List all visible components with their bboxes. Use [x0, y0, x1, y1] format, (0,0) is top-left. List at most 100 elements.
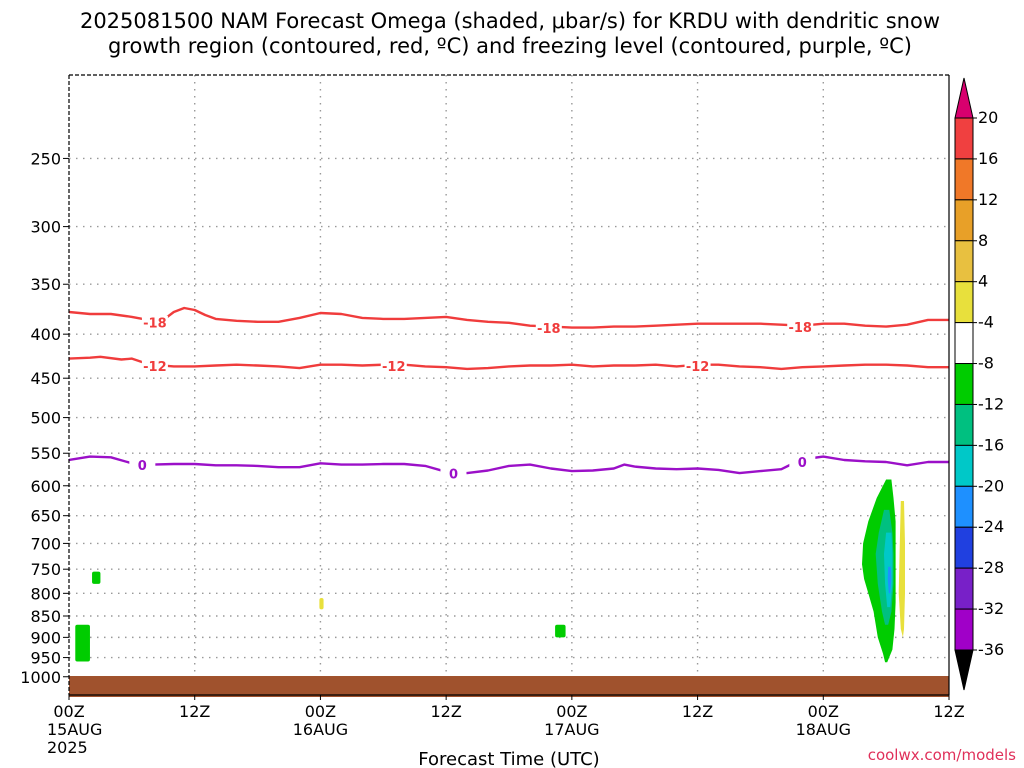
x-axis-label: Forecast Time (UTC) — [418, 749, 599, 768]
contour-neg18: -18 -18 -18 — [69, 306, 949, 337]
y-tick-label: 800 — [30, 584, 61, 603]
contour-label-bg — [380, 359, 407, 375]
chart-title-line1: 2025081500 NAM Forecast Omega (shaded, μ… — [80, 9, 940, 33]
x-tick-date: 17AUG — [544, 720, 599, 739]
colorbar-segment — [954, 281, 974, 324]
contour-label: -12 — [143, 360, 167, 375]
y-tick-label: 850 — [30, 607, 61, 626]
colorbar: 20 16 12 8 4 -4 -8 -12 -16 -20 -24 -28 -32 -36 — [954, 77, 1004, 691]
y-tick-label: 450 — [30, 369, 61, 388]
contour-label: 0 — [798, 456, 807, 471]
colorbar-segment — [954, 485, 974, 528]
omega-region — [92, 571, 101, 584]
colorbar-segment — [954, 526, 974, 569]
contour-label: -18 — [788, 321, 812, 336]
contour-label-bg — [684, 359, 711, 375]
grid — [69, 75, 949, 695]
colorbar-segment — [954, 117, 974, 160]
contour-line — [69, 355, 949, 371]
contour-label: -12 — [686, 360, 710, 375]
plot-area: -18 -18 -18 -12 -12 -12 0 0 0 — [68, 74, 950, 697]
colorbar-segment — [954, 567, 974, 610]
colorbar-label: 8 — [978, 231, 988, 250]
x-tick-date: 16AUG — [293, 720, 348, 739]
colorbar-label: -16 — [978, 435, 1004, 454]
contour-label-bg — [141, 315, 168, 331]
credit-text: coolwx.com/models — [868, 746, 1016, 764]
colorbar-label: 16 — [978, 149, 998, 168]
colorbar-label: -24 — [978, 517, 1004, 536]
colorbar-bottom-arrow — [954, 649, 974, 691]
colorbar-segment — [954, 608, 974, 651]
colorbar-label: 12 — [978, 190, 998, 209]
terrain-fill — [69, 676, 949, 697]
y-tick-label: 950 — [30, 649, 61, 668]
y-tick-label: 600 — [30, 477, 61, 496]
x-tick-date: 15AUG — [47, 720, 102, 739]
omega-region — [75, 624, 90, 662]
contour-line — [69, 455, 949, 475]
colorbar-segment — [954, 403, 974, 446]
contour-label-bg — [789, 455, 816, 471]
omega-region — [319, 597, 324, 610]
omega-shading — [75, 479, 905, 663]
colorbar-segment — [954, 322, 974, 365]
y-tick-label: 250 — [30, 149, 61, 168]
colorbar-label: -36 — [978, 640, 1004, 659]
colorbar-segment — [954, 444, 974, 487]
colorbar-top-arrow — [954, 77, 974, 119]
colorbar-segment — [954, 363, 974, 405]
colorbar-segment — [954, 158, 974, 201]
y-axis: 250 300 350 400 450 500 550 600 650 700 750 800 850 9… — [20, 149, 69, 687]
x-tick-label: 00Z — [556, 702, 587, 721]
colorbar-label: -28 — [978, 558, 1004, 577]
x-tick-label: 12Z — [430, 702, 461, 721]
y-tick-label: 300 — [30, 218, 61, 237]
contour-0: 0 0 0 — [69, 455, 949, 482]
colorbar-label: -32 — [978, 599, 1004, 618]
colorbar-segment — [954, 240, 974, 283]
colorbar-label: -4 — [978, 313, 994, 332]
y-tick-label: 500 — [30, 409, 61, 428]
y-tick-label: 1000 — [20, 668, 61, 687]
y-tick-label: 550 — [30, 444, 61, 463]
y-tick-label: 700 — [30, 534, 61, 553]
contour-label: 0 — [138, 459, 147, 474]
y-tick-label: 900 — [30, 628, 61, 647]
contour-label: -18 — [537, 322, 561, 337]
omega-cell-neg16 — [887, 566, 892, 594]
contour-label: 0 — [449, 467, 458, 482]
contour-label: -18 — [143, 316, 167, 331]
colorbar-label: 20 — [978, 108, 998, 127]
y-tick-label: 350 — [30, 275, 61, 294]
x-tick-year: 2025 — [47, 738, 88, 757]
contour-label-bg — [440, 466, 467, 482]
y-tick-label: 400 — [30, 325, 61, 344]
x-tick-label: 00Z — [808, 702, 839, 721]
colorbar-label: -12 — [978, 394, 1004, 413]
contour-line — [69, 306, 949, 329]
x-tick-label: 00Z — [53, 702, 84, 721]
chart-title-line2: growth region (contoured, red, ºC) and f… — [108, 34, 912, 58]
x-tick-date: 18AUG — [796, 720, 851, 739]
contour-neg12: -12 -12 -12 — [69, 355, 949, 375]
contour-label: -12 — [382, 360, 406, 375]
contour-label-bg — [141, 359, 168, 375]
contour-label-bg — [129, 458, 156, 474]
omega-region — [555, 624, 566, 638]
contour-label-bg — [535, 321, 562, 337]
x-tick-label: 12Z — [179, 702, 210, 721]
contour-label-bg — [787, 320, 814, 336]
colorbar-segment — [954, 199, 974, 242]
y-tick-label: 750 — [30, 560, 61, 579]
colorbar-label: -20 — [978, 476, 1004, 495]
x-tick-label: 00Z — [305, 702, 336, 721]
x-tick-label: 12Z — [682, 702, 713, 721]
colorbar-label: 4 — [978, 272, 988, 291]
x-tick-label: 12Z — [933, 702, 964, 721]
colorbar-label: -8 — [978, 354, 994, 373]
omega-positive-band — [898, 501, 905, 638]
y-tick-label: 650 — [30, 507, 61, 526]
